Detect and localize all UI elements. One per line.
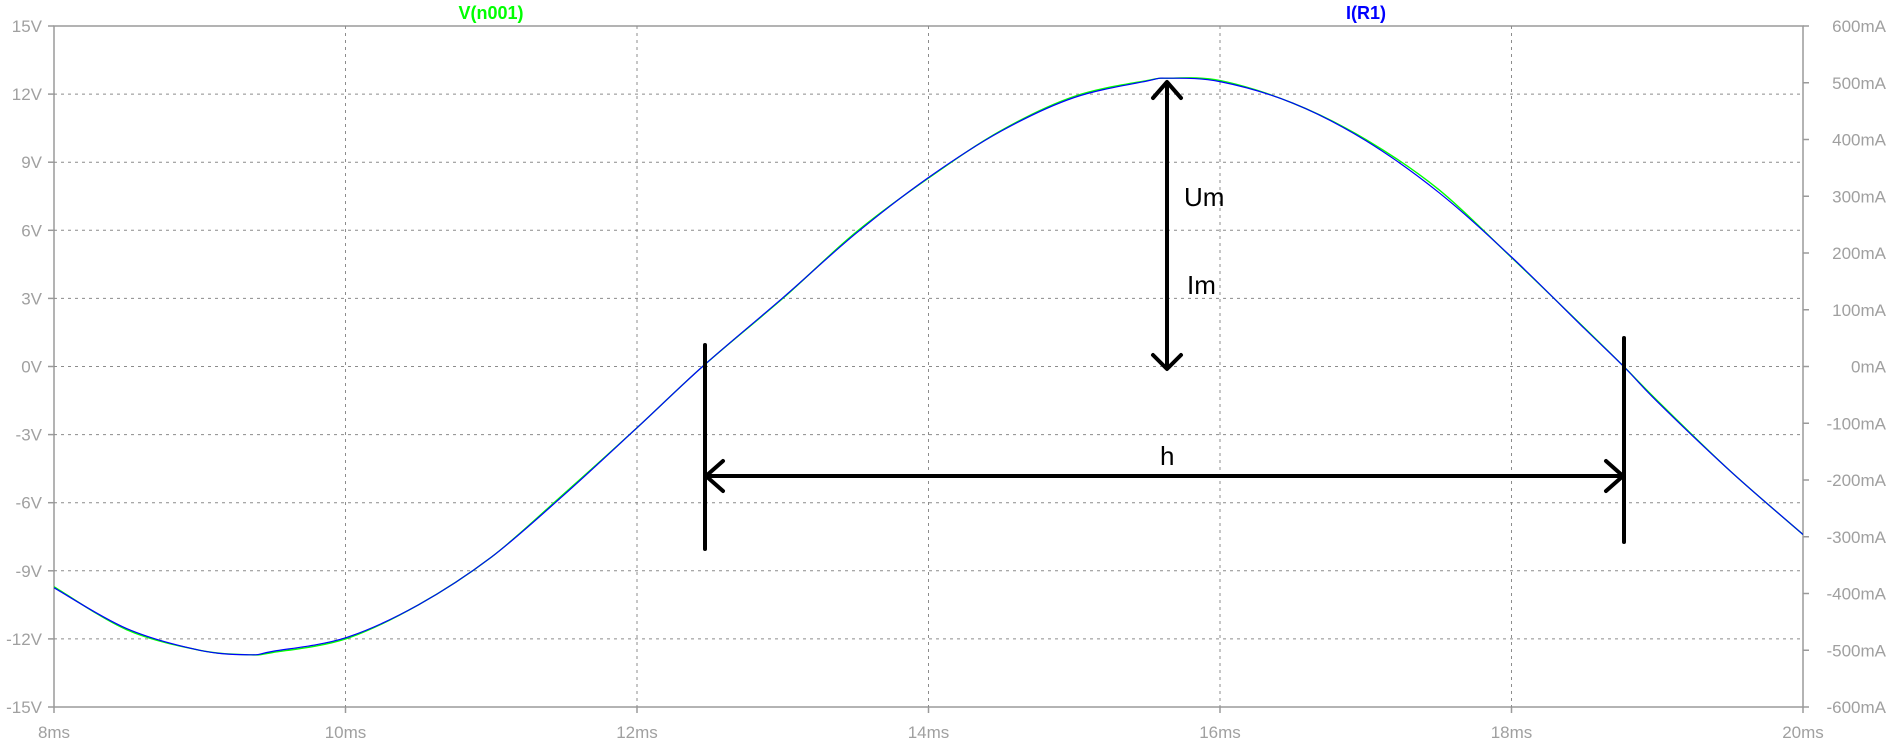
- series-line-current: [54, 77, 1803, 656]
- left-tick-label: 6V: [21, 221, 42, 240]
- x-tick-label: 16ms: [1199, 723, 1241, 742]
- left-axis-tick-labels: 15V 12V 9V 6V 3V 0V -3V -6V -9V -12V -15…: [6, 17, 43, 717]
- grid: [48, 25, 1809, 713]
- x-tick-label: 8ms: [38, 723, 70, 742]
- right-tick-label: 300mA: [1832, 187, 1887, 206]
- right-tick-label: 600mA: [1832, 17, 1887, 36]
- left-tick-label: -9V: [16, 562, 43, 581]
- left-tick-label: 3V: [21, 289, 42, 308]
- right-tick-label: 0mA: [1851, 358, 1887, 377]
- right-tick-label: -200mA: [1826, 471, 1886, 490]
- series-label-current: I(R1): [1346, 3, 1386, 23]
- left-tick-label: 15V: [12, 17, 43, 36]
- period-arrow-head-right: [1604, 459, 1625, 493]
- annotation-um: Um: [1184, 182, 1224, 212]
- left-tick-label: 9V: [21, 153, 42, 172]
- right-tick-label: 400mA: [1832, 131, 1887, 150]
- x-tick-label: 20ms: [1782, 723, 1824, 742]
- annotations: [703, 80, 1626, 551]
- traces: [54, 77, 1803, 656]
- x-tick-label: 14ms: [908, 723, 950, 742]
- series-label-voltage: V(n001): [458, 3, 523, 23]
- left-tick-label: -3V: [16, 426, 43, 445]
- period-arrow-head-left: [704, 459, 725, 493]
- left-tick-label: -6V: [16, 494, 43, 513]
- x-tick-label: 18ms: [1491, 723, 1533, 742]
- x-tick-label: 12ms: [616, 723, 658, 742]
- left-tick-label: 0V: [21, 358, 42, 377]
- left-tick-label: 12V: [12, 85, 43, 104]
- right-tick-label: -500mA: [1826, 641, 1886, 660]
- amplitude-arrow-head-bottom: [1151, 353, 1183, 371]
- right-tick-label: -300mA: [1826, 528, 1886, 547]
- right-tick-label: -600mA: [1826, 698, 1886, 717]
- annotation-h: h: [1160, 441, 1174, 471]
- amplitude-arrow-head-top: [1151, 80, 1183, 100]
- left-tick-label: -15V: [6, 698, 43, 717]
- annotation-im: Im: [1187, 270, 1216, 300]
- right-tick-label: -400mA: [1826, 585, 1886, 604]
- right-tick-label: 200mA: [1832, 244, 1887, 263]
- right-tick-label: 500mA: [1832, 74, 1887, 93]
- right-tick-label: -100mA: [1826, 414, 1886, 433]
- left-tick-label: -12V: [6, 630, 43, 649]
- right-axis-tick-labels: 600mA 500mA 400mA 300mA 200mA 100mA 0mA …: [1826, 17, 1886, 717]
- x-axis-tick-labels: 8ms 10ms 12ms 14ms 16ms 18ms 20ms: [38, 723, 1824, 742]
- right-tick-label: 100mA: [1832, 301, 1887, 320]
- x-tick-label: 10ms: [325, 723, 367, 742]
